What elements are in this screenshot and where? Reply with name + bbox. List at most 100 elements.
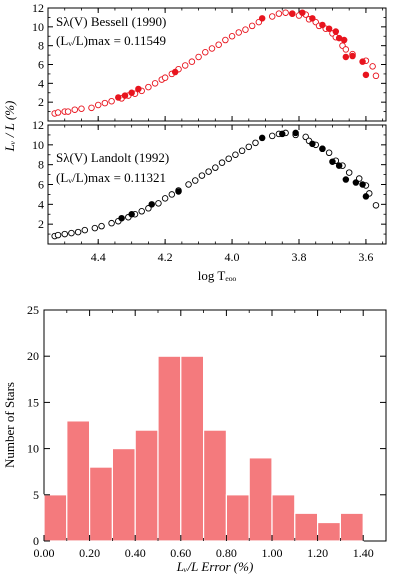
- landolt-open-point: [252, 139, 259, 147]
- bessell-filled-point: [115, 94, 122, 101]
- landolt-annotation-main: Sλ(V) Landolt (1992): [56, 150, 169, 165]
- landolt-filled-point: [342, 176, 350, 183]
- bessell-filled-point: [135, 85, 142, 93]
- bessell-filled-point: [171, 68, 179, 76]
- bessell-open-point: [372, 72, 380, 80]
- histogram-y-tick-label: 5: [33, 488, 39, 502]
- landolt-x-tick-label: 3.8: [291, 250, 306, 264]
- landolt-filled-point: [319, 145, 326, 153]
- bessell-open-point: [54, 109, 62, 116]
- bessell-open-point: [235, 29, 243, 36]
- bessell-open-point: [342, 46, 350, 53]
- bessell-filled-point: [121, 92, 129, 99]
- landolt-open-point: [232, 151, 239, 158]
- histogram-bar: [294, 512, 319, 542]
- histogram-y-axis-label: Number of Stars: [2, 382, 17, 468]
- landolt-open-point: [61, 230, 68, 238]
- bessell-open-point: [145, 83, 152, 91]
- landolt-open-point: [198, 172, 206, 179]
- bessell-axes: 2 4 6 8 10 12: [32, 1, 386, 121]
- bessell-filled-point: [359, 58, 366, 65]
- bessell-open-point: [195, 53, 202, 61]
- landolt-open-point: [325, 149, 333, 157]
- bessell-filled-point: [289, 10, 296, 17]
- histogram-y-tick-label: 10: [27, 442, 39, 456]
- landolt-panel: 4.4 4.2 4.0 3.8 3.6 2 4 6 8 10 12 Sλ(V) Landolt (1…: [32, 118, 387, 283]
- bessell-filled-point: [309, 15, 316, 22]
- histogram-bar: [339, 512, 364, 542]
- bessell-panel: 2 4 6 8 10 12 Sλ(V) Bessell (1990) (Lᵥ/L)max …: [32, 1, 387, 122]
- landolt-open-point: [225, 155, 232, 162]
- histogram-bar: [317, 521, 342, 542]
- histogram-x-tick-label: 1.20: [307, 546, 328, 560]
- landolt-open-point: [268, 132, 276, 140]
- histogram-y-tick-label: 15: [27, 395, 39, 409]
- landolt-filled-point: [359, 181, 366, 188]
- bessell-filled-point: [299, 9, 306, 16]
- bessell-filled-point: [325, 25, 333, 32]
- histogram-y-tick-label: 20: [27, 349, 39, 363]
- bessell-marks: [51, 9, 380, 117]
- histogram-x-tick-label: 0.40: [125, 546, 146, 560]
- bessell-filled-point: [128, 89, 135, 96]
- bessell-open-point: [369, 63, 376, 70]
- histogram-y-tick-label: 25: [27, 303, 39, 317]
- luminosity-y-axis-label: Lᵥ / L (%): [2, 101, 17, 153]
- bessell-y-tick-label: 10: [32, 20, 44, 34]
- bessell-open-point: [248, 22, 256, 30]
- bessell-open-point: [108, 97, 115, 105]
- landolt-x-tick-label: 4.2: [158, 250, 173, 264]
- bessell-filled-point: [349, 52, 356, 60]
- landolt-open-point: [91, 224, 99, 232]
- bessell-open-point: [161, 74, 169, 81]
- histogram-x-tick-label: 0.20: [79, 546, 100, 560]
- bessell-y-tick-label: 12: [32, 1, 44, 15]
- bessell-open-point: [228, 33, 236, 40]
- bessell-open-point: [94, 101, 102, 109]
- bessell-open-point: [181, 62, 189, 69]
- histogram-bar: [180, 355, 205, 542]
- landolt-y-tick-label: 6: [38, 178, 44, 192]
- landolt-x-tick-label: 4.0: [225, 250, 240, 264]
- landolt-filled-point: [329, 158, 336, 165]
- histogram-y-tick-label: 0: [33, 534, 39, 548]
- landolt-y-tick-label: 8: [38, 158, 44, 172]
- bessell-open-point: [78, 105, 85, 113]
- bessell-open-point: [188, 58, 196, 65]
- landolt-filled-point: [258, 134, 266, 142]
- landolt-filled-point: [335, 162, 343, 169]
- bessell-filled-point: [362, 71, 370, 79]
- landolt-x-tick-label: 3.6: [358, 250, 373, 264]
- bessell-annotation-max: (Lᵥ/L)max = 0.11549: [56, 33, 166, 48]
- landolt-open-point: [185, 181, 192, 188]
- histogram-bar: [248, 457, 273, 542]
- landolt-open-point: [68, 229, 75, 237]
- histogram-bars: [43, 355, 364, 542]
- bessell-filled-point: [319, 21, 326, 29]
- error-histogram-panel: 0.00 0.20 0.40 0.60 0.80 1.00 1.20 1.40 0 5 10 15 20…: [2, 303, 387, 574]
- landolt-open-point: [191, 177, 199, 184]
- landolt-open-point: [372, 202, 380, 209]
- landolt-open-point: [345, 169, 353, 176]
- histogram-bar: [43, 494, 68, 542]
- histogram-x-axis-label: Lᵥ/L Error (%): [176, 559, 254, 574]
- bessell-open-point: [71, 106, 79, 113]
- landolt-open-point: [98, 222, 105, 230]
- landolt-open-point: [218, 159, 226, 166]
- landolt-open-point: [205, 168, 212, 175]
- bessell-filled-point: [342, 53, 350, 61]
- bessell-open-point: [202, 49, 209, 56]
- histogram-axes: 0.00 0.20 0.40 0.60 0.80 1.00 1.20 1.40 0 5 10 15 20…: [27, 303, 387, 560]
- landolt-open-point: [155, 200, 162, 207]
- landolt-open-point: [168, 191, 176, 198]
- bessell-filled-point: [258, 15, 266, 22]
- landolt-axes: 4.4 4.2 4.0 3.8 3.6 2 4 6 8 10 12: [32, 118, 386, 264]
- histogram-x-tick-label: 0.80: [216, 546, 237, 560]
- landolt-x-tick-label: 4.4: [91, 250, 106, 264]
- bessell-y-tick-label: 8: [38, 39, 44, 53]
- histogram-x-tick-label: 0.00: [34, 546, 55, 560]
- landolt-y-tick-label: 4: [38, 197, 44, 211]
- histogram-bar: [66, 420, 91, 542]
- histogram-bar: [203, 429, 228, 542]
